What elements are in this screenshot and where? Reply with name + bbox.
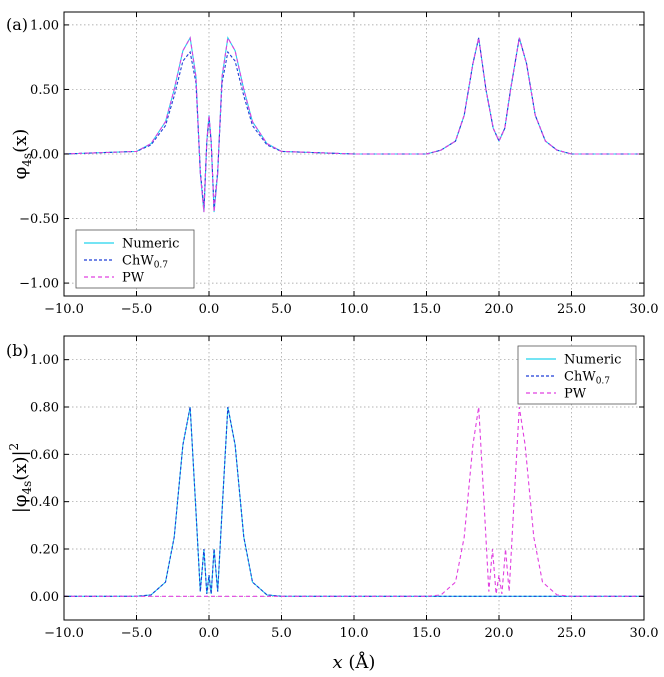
series-line-pw [63, 36, 644, 213]
x-tick-label: 30.0 [630, 302, 659, 317]
x-tick-label: 30.0 [630, 626, 659, 641]
legend: Numeric ChW0.7PW [517, 345, 637, 405]
legend-box [75, 229, 195, 289]
y-tick-label: 1.00 [30, 353, 59, 368]
x-tick-label: 25.0 [557, 302, 586, 317]
legend-label-numeric: Numeric [122, 237, 179, 252]
y-tick-label: 0.40 [30, 495, 59, 510]
x-tick-label: 15.0 [412, 302, 441, 317]
legend-label-pw: PW [564, 387, 587, 402]
y-tick-label: 0.80 [30, 401, 59, 416]
x-tick-label: −5.0 [121, 302, 153, 317]
x-tick-label: 20.0 [485, 302, 514, 317]
panel-label: (b) [6, 341, 29, 360]
y-tick-label: −0.50 [19, 212, 59, 227]
x-tick-label: 5.0 [271, 626, 292, 641]
y-tick-label: 0.20 [30, 543, 59, 558]
y-tick-label: 0.60 [30, 448, 59, 463]
y-tick-label: 0.00 [30, 148, 59, 163]
legend-box [517, 345, 637, 405]
y-axis-label: |φ4s(x)|2 [7, 443, 34, 513]
x-tick-label: −5.0 [121, 626, 153, 641]
x-tick-label: −10.0 [44, 626, 84, 641]
x-tick-label: 0.0 [199, 302, 220, 317]
y-tick-label: −1.00 [19, 277, 59, 292]
x-tick-label: 10.0 [340, 302, 369, 317]
series-line-chw [63, 37, 644, 209]
legend-label-chw: ChW0.7 [122, 254, 168, 271]
legend-label-numeric: Numeric [564, 353, 621, 368]
y-axis-label: φ4s(x) [10, 129, 34, 180]
x-tick-label: 20.0 [485, 626, 514, 641]
y-tick-label: 1.00 [30, 18, 59, 33]
x-axis-label: x (Å) [333, 651, 376, 673]
x-tick-label: −10.0 [44, 302, 84, 317]
series-line-chw [63, 406, 644, 597]
panel-label: (a) [6, 15, 28, 34]
y-tick-label: 0.50 [30, 83, 59, 98]
series-line-pw [64, 406, 644, 597]
panel-a: −10.0 −5.0 0.0 5.0 10.0 15.0 20.0 25.0 30.0 −1.00… [6, 11, 659, 317]
x-tick-label: 5.0 [271, 302, 292, 317]
x-tick-label: 25.0 [557, 626, 586, 641]
panel-b: −10.0 −5.0 0.0 5.0 10.0 15.0 20.0 25.0 30.0 0.00 0… [6, 335, 659, 673]
legend-label-chw: ChW0.7 [564, 370, 610, 387]
legend: Numeric ChW0.7PW [75, 229, 195, 289]
legend-label-pw: PW [122, 271, 145, 286]
x-tick-label: 15.0 [412, 626, 441, 641]
y-tick-label: 0.00 [30, 590, 59, 605]
x-tick-label: 10.0 [340, 626, 369, 641]
x-tick-label: 0.0 [199, 626, 220, 641]
